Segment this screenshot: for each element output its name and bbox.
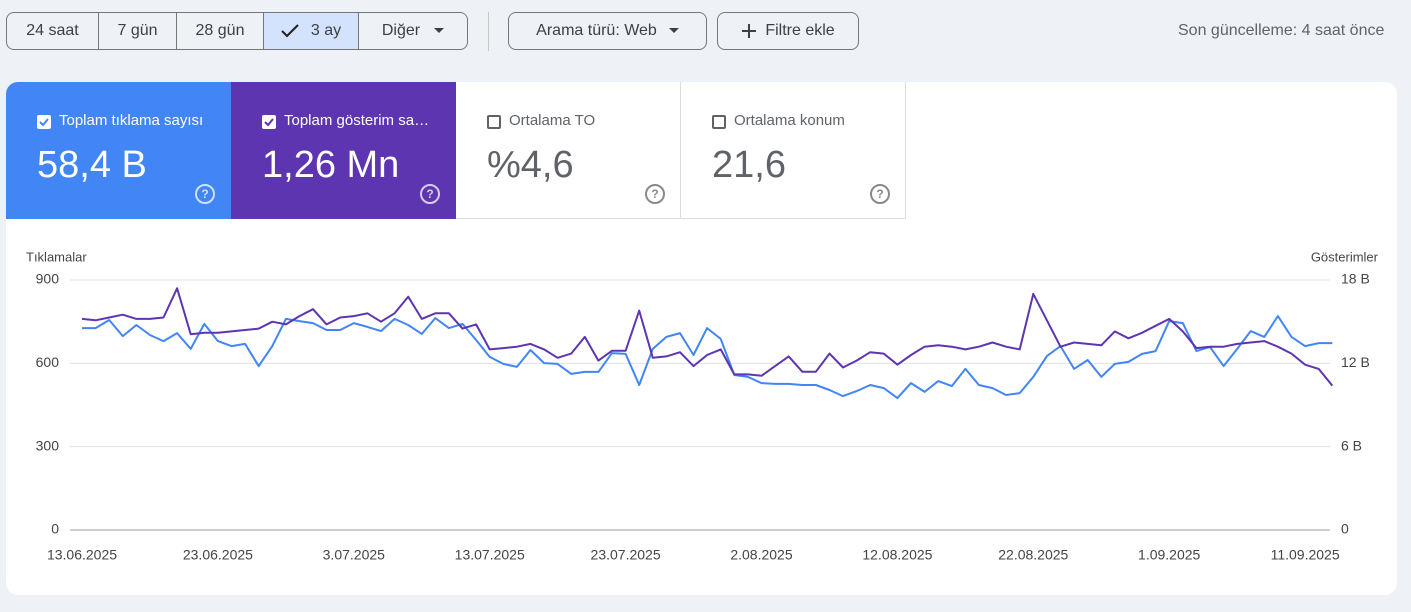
button-label: Arama türü: Web: [536, 22, 657, 39]
metric-tile[interactable]: Ortalama TO %4,6?: [456, 82, 681, 219]
check-icon: [264, 118, 274, 127]
metric-tile[interactable]: Toplam gösterim sayısı 1,26 Mn?: [231, 82, 456, 219]
caret: [434, 28, 445, 33]
last-update: Son güncelleme: 4 saat önce: [1178, 22, 1385, 39]
x-tick-label: 23.06.2025: [183, 547, 253, 563]
check-icon: [39, 118, 49, 127]
caret: [668, 28, 679, 33]
metric-value: 21,6: [712, 144, 786, 186]
data-line: [81, 287, 1334, 387]
y2-tick-label: 12 B: [1341, 354, 1370, 370]
y2-tick-label: 0: [1341, 521, 1349, 537]
x-tick-label: 12.08.2025: [862, 547, 932, 563]
check-icon: [281, 24, 299, 38]
range-button[interactable]: 7 gün: [99, 13, 177, 49]
help-icon[interactable]: ?: [420, 184, 440, 204]
button-label: 28 gün: [195, 22, 245, 39]
x-tick-label: 22.08.2025: [998, 547, 1068, 563]
plus-icon: [742, 24, 757, 38]
y-tick-label: 900: [36, 271, 60, 287]
metric-value: 58,4 B: [37, 144, 147, 186]
y-axis-title: Tıklamalar: [26, 249, 87, 264]
range-button[interactable]: 28 gün: [177, 13, 264, 49]
date-range-group: 24 saat 7 gün 28 gün 3 ay Diğer: [6, 12, 468, 50]
search-type-button[interactable]: Arama türü: Web: [508, 12, 707, 50]
checkbox: [487, 115, 501, 129]
help-icon[interactable]: ?: [870, 184, 890, 204]
checkbox: [262, 115, 276, 129]
checkbox: [712, 115, 726, 129]
help-icon[interactable]: ?: [195, 184, 215, 204]
button-label: 24 saat: [26, 22, 79, 39]
metric-tile[interactable]: Ortalama konum 21,6?: [681, 82, 906, 219]
metric-value: %4,6: [487, 144, 574, 186]
x-tick-label: 11.09.2025: [1271, 547, 1340, 563]
button-label: 3 ay: [310, 22, 342, 39]
button-label: Diğer: [381, 22, 421, 39]
x-tick-label: 23.07.2025: [591, 547, 661, 563]
y2-axis-title: Gösterimler: [1311, 249, 1379, 264]
data-line: [82, 315, 1333, 400]
metric-value: 1,26 Mn: [262, 144, 400, 186]
y-tick-label: 600: [36, 354, 60, 370]
button-label: Filtre ekle: [765, 22, 835, 39]
x-tick-label: 2.08.2025: [730, 547, 792, 563]
x-tick-label: 13.06.2025: [47, 547, 117, 563]
metric-tile[interactable]: Toplam tıklama sayısı 58,4 B?: [6, 82, 231, 219]
help-icon[interactable]: ?: [645, 184, 665, 204]
add-filter-button[interactable]: Filtre ekle: [717, 12, 859, 50]
checkbox: [37, 115, 51, 129]
y-tick-label: 0: [51, 521, 59, 537]
y-tick-label: 300: [36, 437, 60, 453]
range-button[interactable]: 24 saat: [7, 13, 99, 49]
divider: [488, 12, 489, 51]
x-tick-label: 1.09.2025: [1138, 547, 1200, 563]
x-tick-label: 13.07.2025: [455, 547, 525, 563]
y2-tick-label: 6 B: [1341, 437, 1362, 453]
range-button[interactable]: 3 ay: [264, 13, 359, 49]
more-ranges-button[interactable]: Diğer: [359, 22, 467, 40]
x-tick-label: 3.07.2025: [323, 547, 385, 563]
y2-tick-label: 18 B: [1341, 271, 1370, 287]
button-label: 7 gün: [117, 22, 158, 39]
